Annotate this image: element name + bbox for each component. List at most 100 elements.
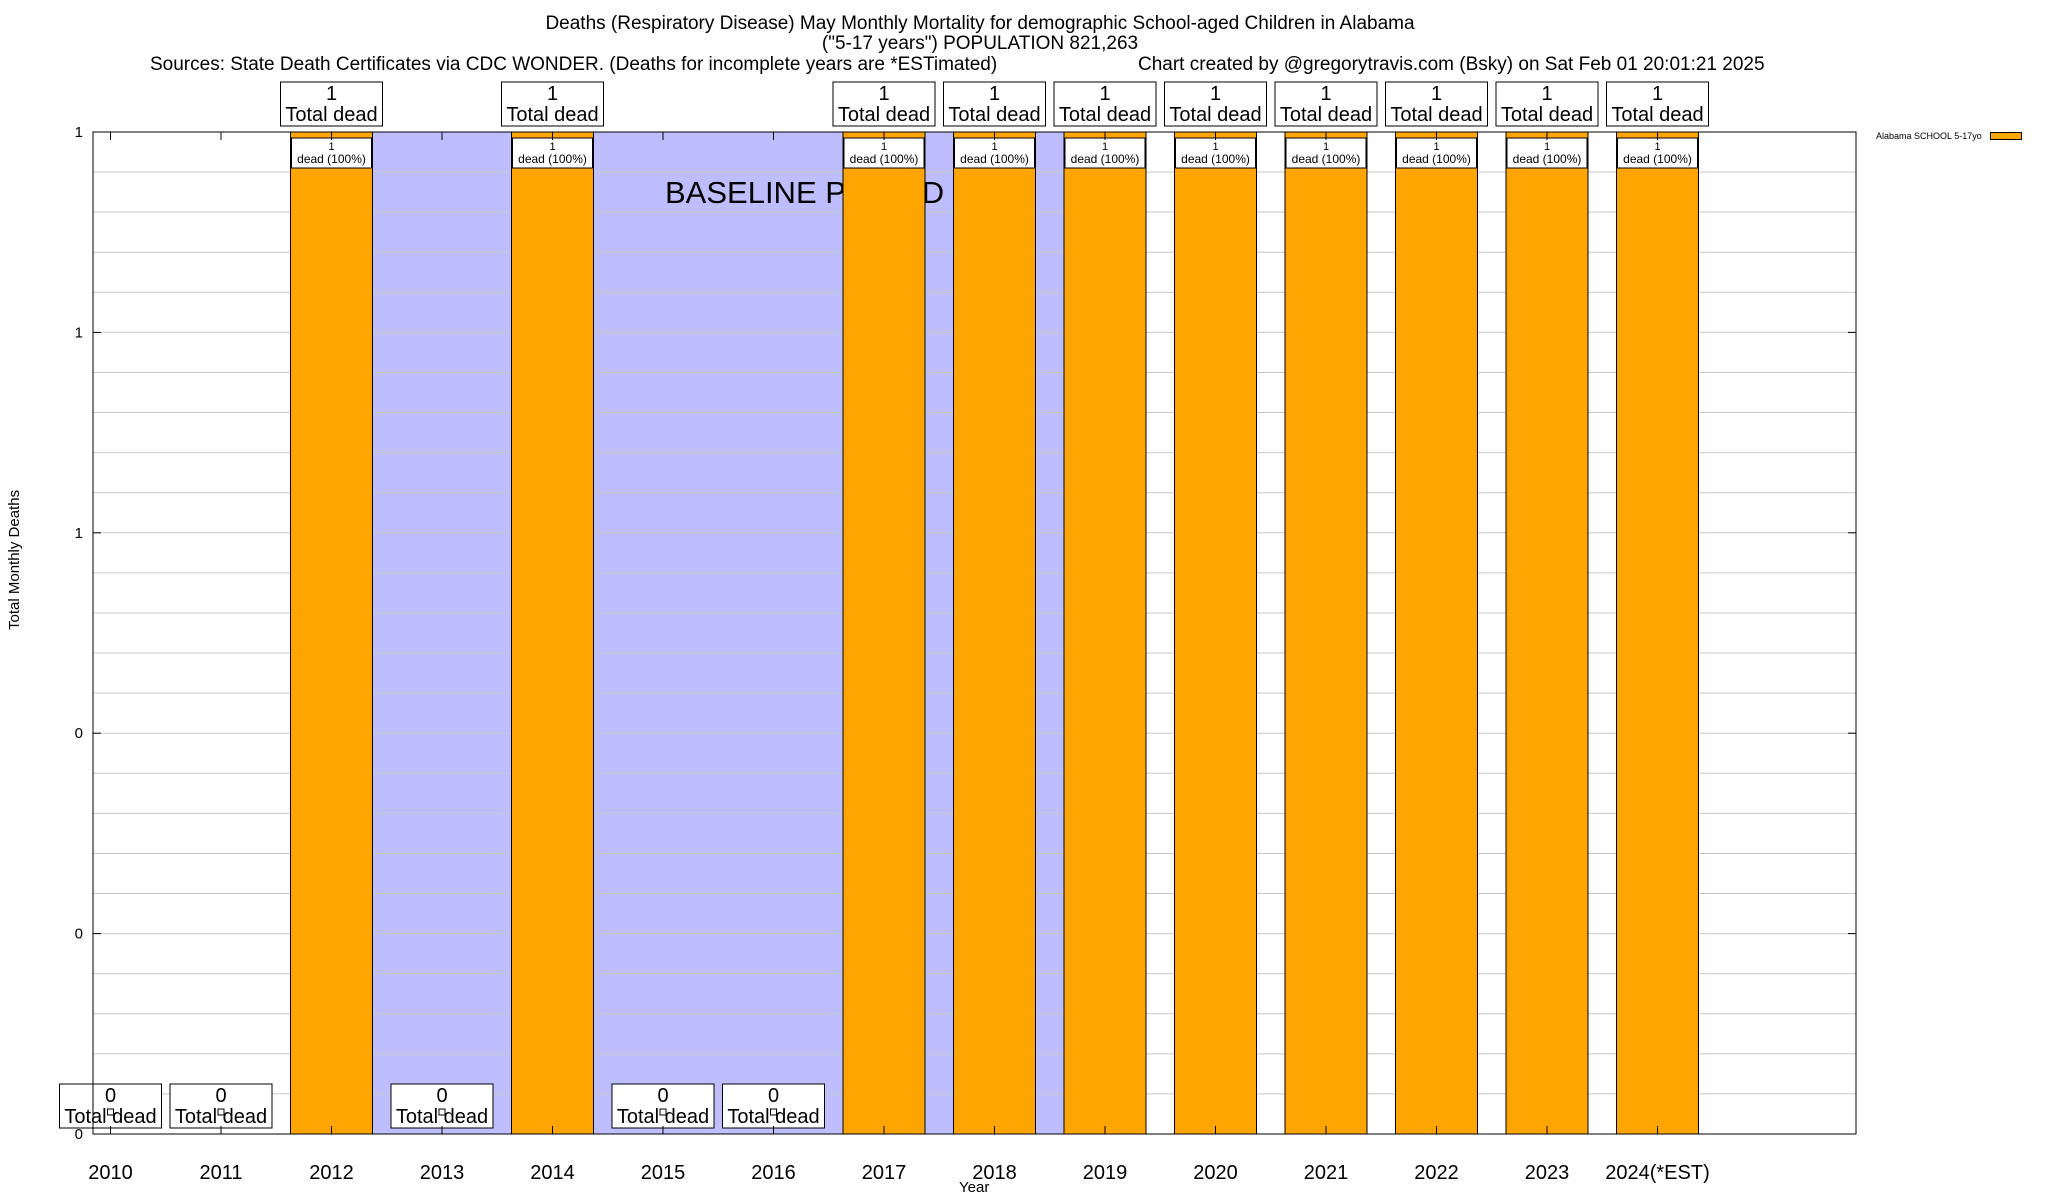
total-label-box: [501, 81, 604, 127]
total-dead-label: Total dead: [948, 104, 1040, 126]
x-tick-label: 2018: [972, 1162, 1017, 1184]
total-value-label: 0: [215, 1085, 226, 1107]
total-value-label: 1: [1541, 83, 1552, 105]
bar: [1505, 131, 1589, 1135]
bar: [511, 131, 594, 1135]
bar-value-label: 1: [1323, 141, 1329, 153]
total-label-box: [59, 1083, 162, 1129]
zero-marker: [217, 1108, 225, 1116]
y-tick-label: 0: [75, 926, 83, 943]
bar-value-label: 1: [1654, 141, 1660, 153]
total-dead-label: Total dead: [1059, 104, 1151, 126]
total-label-box: [722, 1083, 825, 1129]
bar-percent-label: dead (100%): [518, 152, 587, 166]
total-label-box: [1495, 81, 1599, 127]
total-label-box: [1164, 81, 1267, 127]
y-tick-label: 1: [75, 525, 83, 542]
total-label-box: [1606, 81, 1709, 127]
bar-label-box: [843, 137, 925, 169]
bar: [290, 131, 373, 1135]
bar-label-box: [1175, 137, 1256, 169]
total-label-box: [943, 81, 1046, 127]
bar-percent-label: dead (100%): [1071, 152, 1140, 166]
x-tick-label: 2019: [1083, 1162, 1128, 1184]
total-dead-label: Total dead: [1501, 104, 1593, 126]
x-tick-label: 2015: [641, 1162, 686, 1184]
bar-percent-label: dead (100%): [297, 152, 366, 166]
total-value-label: 1: [1210, 83, 1221, 105]
x-tick-label: 2017: [862, 1162, 907, 1184]
total-value-label: 0: [436, 1085, 447, 1107]
x-tick-label: 2014: [530, 1162, 575, 1184]
total-label-box: [1274, 81, 1378, 127]
bar-label-box: [291, 137, 372, 169]
x-tick-label: 2011: [199, 1162, 242, 1184]
x-tick-label: 2012: [309, 1162, 354, 1184]
legend-swatch: [1989, 132, 2022, 140]
total-value-label: 1: [1431, 83, 1442, 105]
y-tick-label: 0: [75, 1126, 83, 1143]
bar: [1284, 131, 1368, 1135]
x-tick-label: 2021: [1304, 1162, 1349, 1184]
zero-marker: [659, 1108, 667, 1116]
total-label-box: [280, 81, 383, 127]
total-value-label: 1: [547, 83, 558, 105]
x-tick-label: 2022: [1414, 1162, 1459, 1184]
bar: [1395, 131, 1478, 1135]
bar: [1174, 131, 1257, 1135]
bar-label-box: [512, 137, 593, 169]
bar-value-label: 1: [1433, 141, 1439, 153]
bar-percent-label: dead (100%): [1513, 152, 1582, 166]
total-dead-label: Total dead: [1611, 104, 1703, 126]
total-label-box: [1053, 81, 1157, 127]
chart-subtitle: ("5-17 years") POPULATION 821,263: [821, 33, 1139, 54]
bar-value-label: 1: [1102, 141, 1108, 153]
total-label-box: [832, 81, 936, 127]
source-note: Sources: State Death Certificates via CD…: [150, 54, 998, 75]
bar-percent-label: dead (100%): [1181, 152, 1250, 166]
total-value-label: 1: [878, 83, 889, 105]
bar-percent-label: dead (100%): [960, 152, 1029, 166]
legend: Alabama SCHOOL 5-17yo: [1876, 131, 2022, 141]
bar-label-box: [954, 137, 1035, 169]
total-dead-label: Total dead: [64, 1106, 156, 1128]
total-value-label: 1: [989, 83, 1000, 105]
total-value-label: 0: [657, 1085, 668, 1107]
bar-value-label: 1: [1544, 141, 1550, 153]
bar-label-box: [1064, 137, 1146, 169]
total-value-label: 1: [1652, 83, 1663, 105]
bar-value-label: 1: [991, 141, 997, 153]
total-dead-label: Total dead: [1390, 104, 1482, 126]
bar: [1063, 131, 1147, 1135]
total-dead-label: Total dead: [175, 1106, 267, 1128]
bar-percent-label: dead (100%): [1292, 152, 1361, 166]
x-axis-label: Year: [959, 1179, 990, 1196]
x-tick-label: 2016: [751, 1162, 796, 1184]
bar-value-label: 1: [328, 141, 334, 153]
zero-marker: [770, 1108, 777, 1116]
total-dead-label: Total dead: [838, 104, 930, 126]
bar-label-box: [1396, 137, 1477, 169]
bar: [842, 131, 926, 1135]
bar-percent-label: dead (100%): [1623, 152, 1692, 166]
bar: [1616, 131, 1699, 1135]
total-dead-label: Total dead: [617, 1106, 709, 1128]
total-label-box: [1385, 81, 1488, 127]
legend-label: Alabama SCHOOL 5-17yo: [1876, 131, 1982, 141]
chart-title: Deaths (Respiratory Disease) May Monthly…: [545, 13, 1415, 34]
bar-percent-label: dead (100%): [850, 152, 919, 166]
zero-marker: [107, 1108, 114, 1116]
bar-label-box: [1617, 137, 1698, 169]
bar-label-box: [1506, 137, 1588, 169]
zero-marker: [438, 1108, 446, 1116]
x-tick-label: 2013: [420, 1162, 465, 1184]
plot-frame: [92, 131, 1857, 1135]
total-label-box: [390, 1083, 494, 1129]
x-tick-label: 2010: [88, 1162, 133, 1184]
total-dead-label: Total dead: [1169, 104, 1261, 126]
x-tick-label: 2020: [1193, 1162, 1238, 1184]
x-tick-label: 2023: [1525, 1162, 1570, 1184]
bar-value-label: 1: [1212, 141, 1218, 153]
bar-value-label: 1: [881, 141, 887, 153]
